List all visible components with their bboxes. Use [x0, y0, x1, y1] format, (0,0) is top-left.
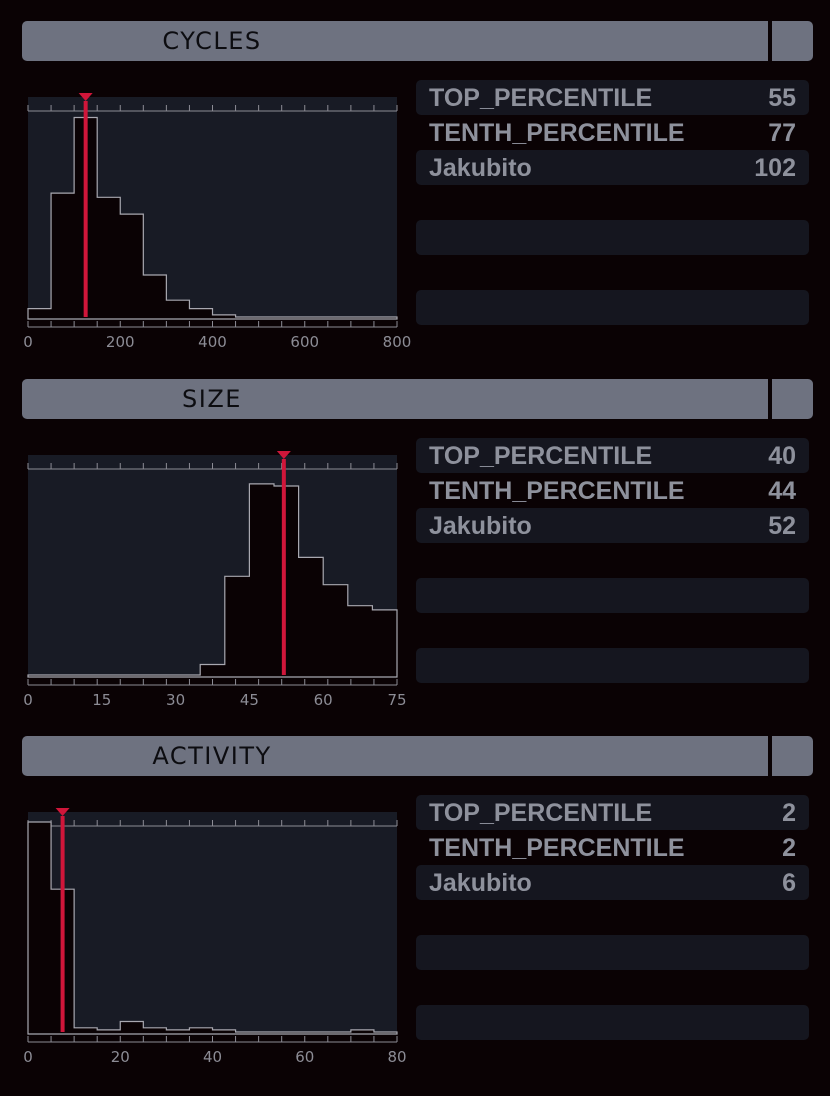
stat-value: 102 — [754, 154, 796, 182]
stat-value: 55 — [768, 84, 796, 112]
activity-header-button[interactable] — [772, 736, 813, 776]
x-tick-label: 40 — [203, 1048, 222, 1066]
cycles-section: CYCLES 0 200 400 600 800 TOP_PERCENTILE 55 T… — [0, 21, 830, 378]
activity-title: ACTIVITY — [152, 742, 272, 770]
stat-row-tenth-percentile: TENTH_PERCENTILE 44 — [416, 473, 809, 508]
cycles-header-button[interactable] — [772, 21, 813, 61]
cycles-header-bar: CYCLES — [22, 21, 813, 61]
activity-stats: TOP_PERCENTILE 2 TENTH_PERCENTILE 2 Jaku… — [416, 795, 809, 1040]
x-tick-label: 20 — [111, 1048, 130, 1066]
stat-row-player: Jakubito 102 — [416, 150, 809, 185]
header-divider — [768, 379, 772, 419]
x-tick-label: 45 — [240, 691, 259, 709]
stat-row-player: Jakubito 6 — [416, 865, 809, 900]
empty-stat-row — [416, 578, 809, 613]
stat-label: TOP_PERCENTILE — [429, 442, 653, 470]
x-tick-label: 0 — [23, 691, 33, 709]
stat-row-tenth-percentile: TENTH_PERCENTILE 77 — [416, 115, 809, 150]
stat-label: Jakubito — [429, 512, 532, 540]
header-divider — [768, 736, 772, 776]
activity-header-bar: ACTIVITY — [22, 736, 813, 776]
stat-label: TOP_PERCENTILE — [429, 84, 653, 112]
stat-value: 2 — [782, 834, 796, 862]
x-tick-label: 15 — [92, 691, 111, 709]
x-tick-label: 30 — [166, 691, 185, 709]
header-divider — [768, 21, 772, 61]
size-section: SIZE 0 15 30 45 60 75 TOP_PERCENTILE 40 TENTH… — [0, 379, 830, 736]
x-tick-label: 0 — [23, 333, 33, 351]
size-stats: TOP_PERCENTILE 40 TENTH_PERCENTILE 44 Ja… — [416, 438, 809, 683]
stat-row-top-percentile: TOP_PERCENTILE 40 — [416, 438, 809, 473]
x-tick-label: 0 — [23, 1048, 33, 1066]
stat-value: 6 — [782, 869, 796, 897]
player-marker-icon — [276, 451, 291, 459]
stat-label: TENTH_PERCENTILE — [429, 477, 685, 505]
cycles-histogram: 0 200 400 600 800 — [23, 93, 411, 351]
player-marker-icon — [55, 808, 70, 816]
histogram-bars — [27, 483, 398, 678]
activity-section: ACTIVITY 0 20 40 60 80 TOP_PERCENTILE 2 TENT… — [0, 736, 830, 1093]
stat-value: 52 — [768, 512, 796, 540]
cycles-title: CYCLES — [162, 27, 262, 55]
empty-stat-row — [416, 220, 809, 255]
stat-value: 2 — [782, 799, 796, 827]
stat-label: Jakubito — [429, 154, 532, 182]
stat-value: 44 — [768, 477, 796, 505]
x-tick-label: 75 — [387, 691, 406, 709]
empty-stat-row — [416, 935, 809, 970]
stat-row-top-percentile: TOP_PERCENTILE 2 — [416, 795, 809, 830]
x-tick-label: 80 — [387, 1048, 406, 1066]
x-tick-label: 60 — [295, 1048, 314, 1066]
size-header-bar: SIZE — [22, 379, 813, 419]
x-tick-label: 800 — [383, 333, 412, 351]
stat-label: Jakubito — [429, 869, 532, 897]
stat-label: TENTH_PERCENTILE — [429, 119, 685, 147]
x-tick-label: 600 — [290, 333, 319, 351]
plot-area — [28, 812, 397, 1034]
size-header-button[interactable] — [772, 379, 813, 419]
x-tick-label: 400 — [198, 333, 227, 351]
size-title: SIZE — [182, 385, 242, 413]
cycles-stats: TOP_PERCENTILE 55 TENTH_PERCENTILE 77 Ja… — [416, 80, 809, 325]
stat-label: TENTH_PERCENTILE — [429, 834, 685, 862]
activity-histogram: 0 20 40 60 80 — [23, 808, 407, 1066]
size-histogram: 0 15 30 45 60 75 — [23, 451, 407, 709]
stat-row-top-percentile: TOP_PERCENTILE 55 — [416, 80, 809, 115]
x-tick-label: 60 — [314, 691, 333, 709]
x-tick-label: 200 — [106, 333, 135, 351]
stat-label: TOP_PERCENTILE — [429, 799, 653, 827]
histogram-bars — [27, 116, 398, 320]
stat-row-player: Jakubito 52 — [416, 508, 809, 543]
player-marker-icon — [78, 93, 93, 101]
stat-row-tenth-percentile: TENTH_PERCENTILE 2 — [416, 830, 809, 865]
empty-stat-row — [416, 290, 809, 325]
empty-stat-row — [416, 1005, 809, 1040]
empty-stat-row — [416, 648, 809, 683]
stat-value: 40 — [768, 442, 796, 470]
histogram-bars — [27, 821, 398, 1035]
stat-value: 77 — [768, 119, 796, 147]
